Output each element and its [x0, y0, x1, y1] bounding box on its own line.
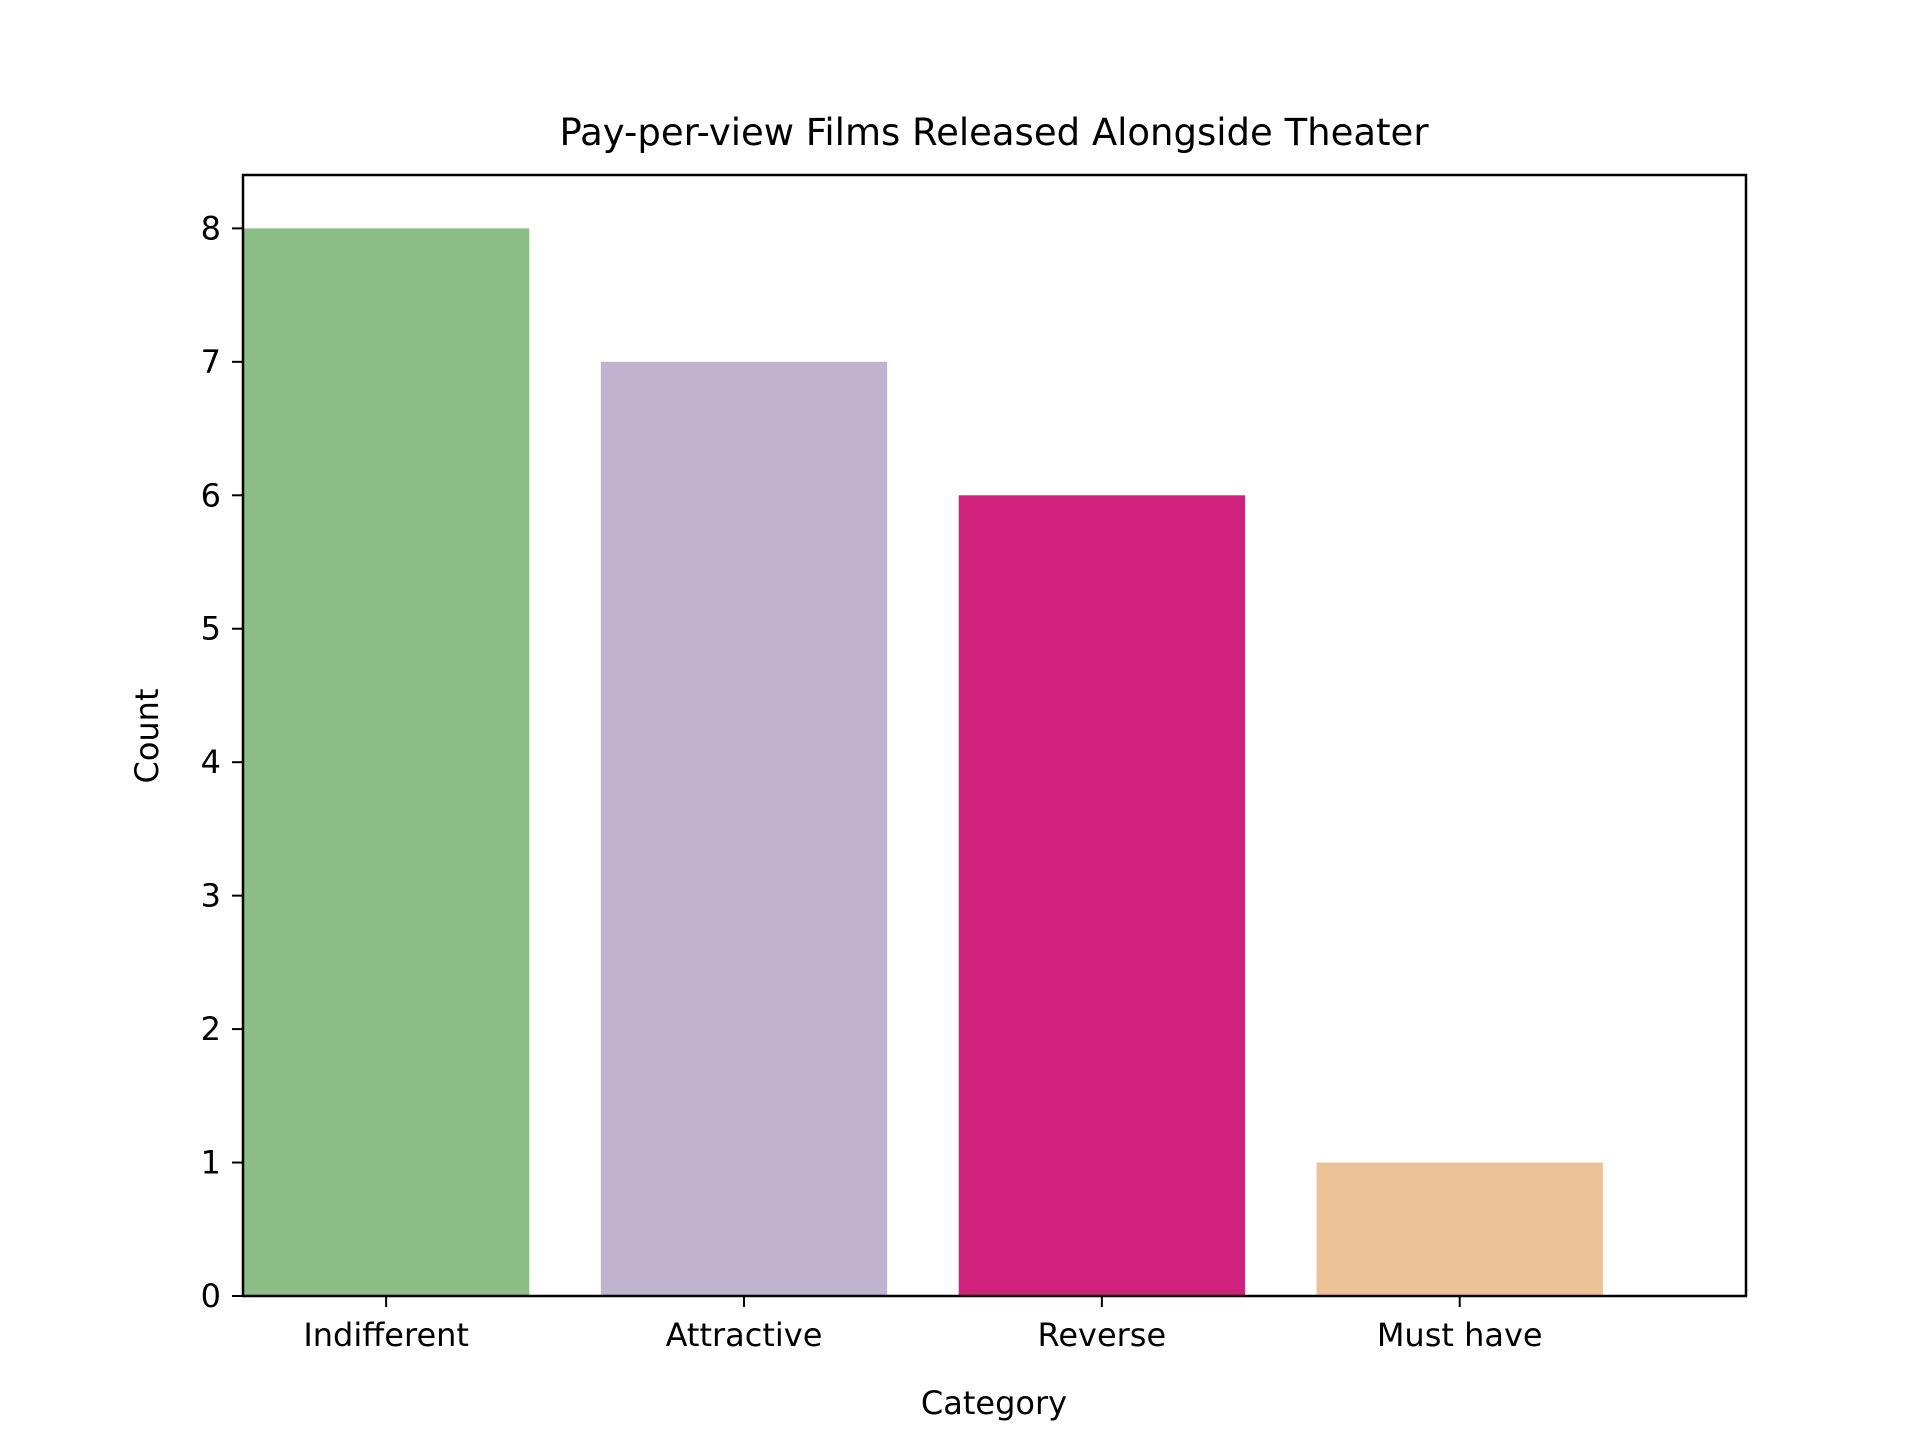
- bar-indifferent: [243, 228, 530, 1296]
- y-tick-label: 6: [201, 476, 221, 514]
- bar-attractive: [600, 361, 888, 1296]
- chart-title: Pay-per-view Films Released Alongside Th…: [559, 111, 1429, 154]
- y-tick-label: 8: [201, 209, 221, 247]
- x-axis-label: Category: [921, 1384, 1067, 1422]
- y-axis-ticks: 0 1 2 3 4 5 6 7 8: [201, 209, 243, 1315]
- y-tick-label: 2: [201, 1010, 221, 1048]
- y-axis-label: Count: [128, 688, 166, 783]
- y-tick-label: 3: [201, 877, 221, 915]
- x-tick-label: Attractive: [666, 1316, 823, 1354]
- x-axis-ticks: Indifferent Attractive Reverse Must have: [303, 1296, 1543, 1354]
- y-tick-label: 7: [201, 343, 221, 381]
- y-tick-label: 1: [201, 1144, 221, 1182]
- x-tick-label: Indifferent: [303, 1316, 469, 1354]
- y-tick-label: 0: [201, 1277, 221, 1315]
- plot-frame: [241, 173, 1748, 1298]
- x-tick-label: Must have: [1377, 1316, 1543, 1354]
- y-tick-label: 5: [201, 610, 221, 648]
- bar-must-have: [1316, 1162, 1603, 1296]
- x-tick-label: Reverse: [1038, 1316, 1167, 1354]
- y-tick-label: 4: [201, 743, 221, 781]
- bars-layer: [243, 228, 1603, 1296]
- bar-reverse: [958, 495, 1245, 1296]
